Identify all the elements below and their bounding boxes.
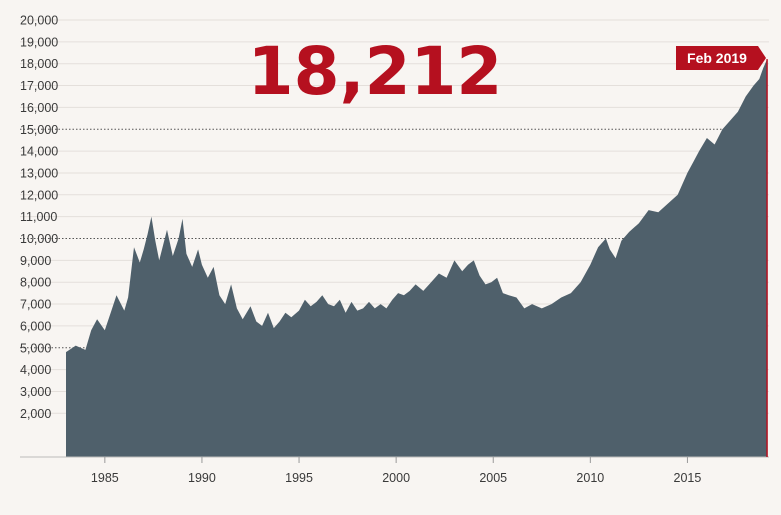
headline-value: 18,212 bbox=[248, 33, 503, 110]
x-tick-label: 2005 bbox=[479, 471, 507, 485]
x-tick-label: 1985 bbox=[91, 471, 119, 485]
y-axis-tick-labels: 2,000 3,000 4,000 5,000 6,000 7,000 8,000 9,000… bbox=[20, 14, 58, 421]
y-tick-label: 16,000 bbox=[20, 101, 58, 115]
y-tick-label: 19,000 bbox=[20, 35, 58, 49]
callout-pointer bbox=[758, 46, 766, 70]
y-tick-label: 20,000 bbox=[20, 14, 58, 28]
data-area bbox=[66, 59, 768, 457]
x-tick-label: 2000 bbox=[382, 471, 410, 485]
x-axis-tick-labels: 1985 1990 1995 2000 2005 2010 2015 bbox=[91, 457, 701, 485]
y-tick-label: 11,000 bbox=[20, 210, 57, 224]
y-tick-label: 17,000 bbox=[20, 79, 58, 93]
y-tick-label: 18,000 bbox=[20, 57, 58, 71]
x-tick-label: 2015 bbox=[674, 471, 702, 485]
y-tick-label: 5,000 bbox=[20, 341, 51, 355]
y-tick-label: 13,000 bbox=[20, 166, 58, 180]
y-tick-label: 3,000 bbox=[20, 385, 51, 399]
y-tick-label: 8,000 bbox=[20, 276, 51, 290]
y-tick-label: 15,000 bbox=[20, 123, 58, 137]
y-tick-label: 4,000 bbox=[20, 363, 51, 377]
x-tick-label: 2010 bbox=[576, 471, 604, 485]
y-tick-label: 14,000 bbox=[20, 145, 58, 159]
y-tick-label: 12,000 bbox=[20, 188, 58, 202]
callout-label: Feb 2019 bbox=[687, 50, 747, 66]
y-tick-label: 9,000 bbox=[20, 254, 51, 268]
y-tick-label: 10,000 bbox=[20, 232, 58, 246]
y-tick-label: 2,000 bbox=[20, 407, 51, 421]
y-tick-label: 7,000 bbox=[20, 298, 51, 312]
x-tick-label: 1990 bbox=[188, 471, 216, 485]
y-tick-label: 6,000 bbox=[20, 319, 51, 333]
callout-box bbox=[676, 46, 758, 70]
x-tick-label: 1995 bbox=[285, 471, 313, 485]
latest-date-callout: Feb 2019 bbox=[676, 46, 766, 70]
